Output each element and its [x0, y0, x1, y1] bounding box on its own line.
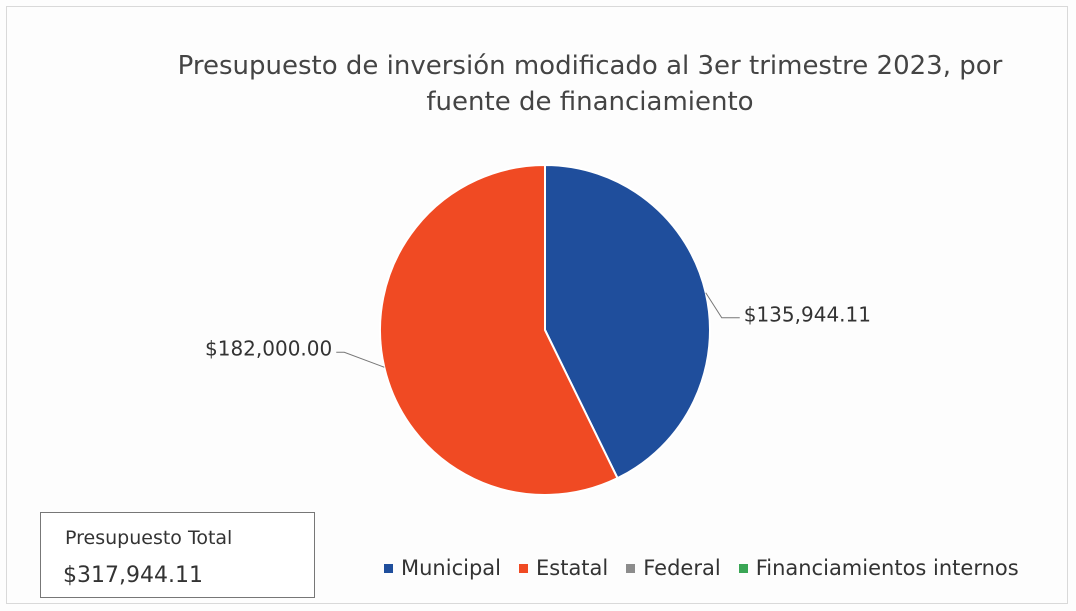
chart-frame — [6, 6, 1068, 604]
legend-label: Federal — [643, 556, 721, 580]
legend-item: Municipal — [384, 556, 501, 580]
legend-label: Financiamientos internos — [755, 556, 1019, 580]
legend-label: Municipal — [401, 556, 501, 580]
data-label: $135,944.11 — [744, 302, 871, 326]
total-label: Presupuesto Total — [65, 527, 233, 549]
leader-line — [705, 292, 740, 319]
legend-item: Federal — [626, 556, 721, 580]
legend-swatch — [626, 563, 636, 573]
leader-line — [336, 351, 385, 368]
data-label: $182,000.00 — [205, 337, 332, 361]
legend-swatch — [519, 563, 528, 573]
legend-label: Estatal — [536, 556, 609, 580]
legend-item: Financiamientos internos — [738, 556, 1019, 580]
legend-swatch — [738, 563, 748, 573]
legend: Municipal Estatal Federal Financiamientos i… — [384, 556, 1019, 580]
total-value: $317,944.11 — [63, 563, 203, 588]
pie-slice — [379, 163, 619, 496]
legend-item: Estatal — [519, 556, 608, 580]
legend-swatch — [384, 563, 393, 573]
chart-title: Presupuesto de inversión modificado al 3… — [177, 51, 1003, 117]
total-box: Presupuesto Total $317,944.11 — [40, 512, 315, 598]
